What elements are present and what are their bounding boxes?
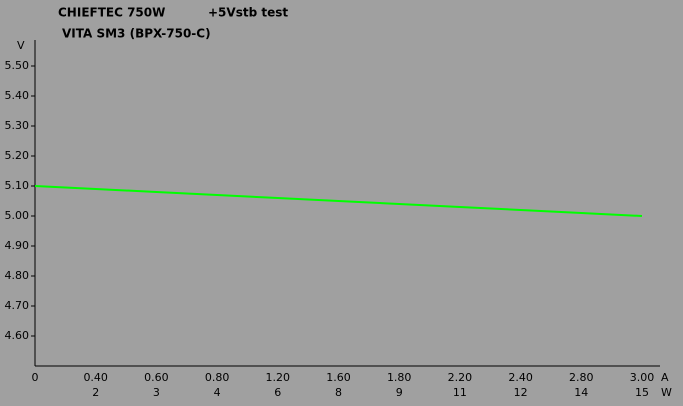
y-tick-label: 5.40 <box>5 89 30 102</box>
x-tick-label: 0.40 <box>83 371 108 384</box>
y-tick-label: 4.90 <box>5 239 30 252</box>
x2-tick-label: 3 <box>153 386 160 399</box>
x2-tick-label: 15 <box>635 386 649 399</box>
x-tick-label: 1.60 <box>326 371 351 384</box>
y-tick-label: 5.50 <box>5 59 30 72</box>
x-tick-label: 0.60 <box>144 371 169 384</box>
x2-tick-label: 4 <box>214 386 221 399</box>
x2-tick-label: 14 <box>574 386 588 399</box>
y-tick-label: 5.30 <box>5 119 30 132</box>
x2-tick-label: 2 <box>92 386 99 399</box>
x-axis-label: A <box>661 371 669 384</box>
x-tick-label: 1.80 <box>387 371 412 384</box>
chart-subtitle: +5Vstb test <box>208 6 288 20</box>
data-line <box>34 185 643 217</box>
model-label: VITA SM3 (BPX-750-C) <box>62 27 211 41</box>
y-tick-label: 5.20 <box>5 149 30 162</box>
x2-tick-label: 12 <box>514 386 528 399</box>
x2-tick-label: 8 <box>335 386 342 399</box>
y-tick-label: 4.70 <box>5 299 30 312</box>
y-tick-label: 5.10 <box>5 179 30 192</box>
x-tick-label: 0 <box>32 371 39 384</box>
x2-tick-label: 11 <box>453 386 467 399</box>
y-tick-label: 4.80 <box>5 269 30 282</box>
x-tick-label: 2.40 <box>508 371 533 384</box>
x-tick-label: 3.00 <box>630 371 655 384</box>
x-tick-label: 2.80 <box>569 371 594 384</box>
y-tick-label: 5.00 <box>5 209 30 222</box>
x2-tick-label: 9 <box>396 386 403 399</box>
x-tick-label: 0.80 <box>205 371 230 384</box>
x2-axis-label: W <box>661 386 672 399</box>
x2-tick-label: 6 <box>274 386 281 399</box>
x-tick-label: 2.20 <box>448 371 473 384</box>
chart-title: CHIEFTEC 750W <box>58 6 165 20</box>
y-axis-label: V <box>17 39 25 52</box>
x-tick-label: 1.20 <box>266 371 291 384</box>
y-tick-label: 4.60 <box>5 329 30 342</box>
